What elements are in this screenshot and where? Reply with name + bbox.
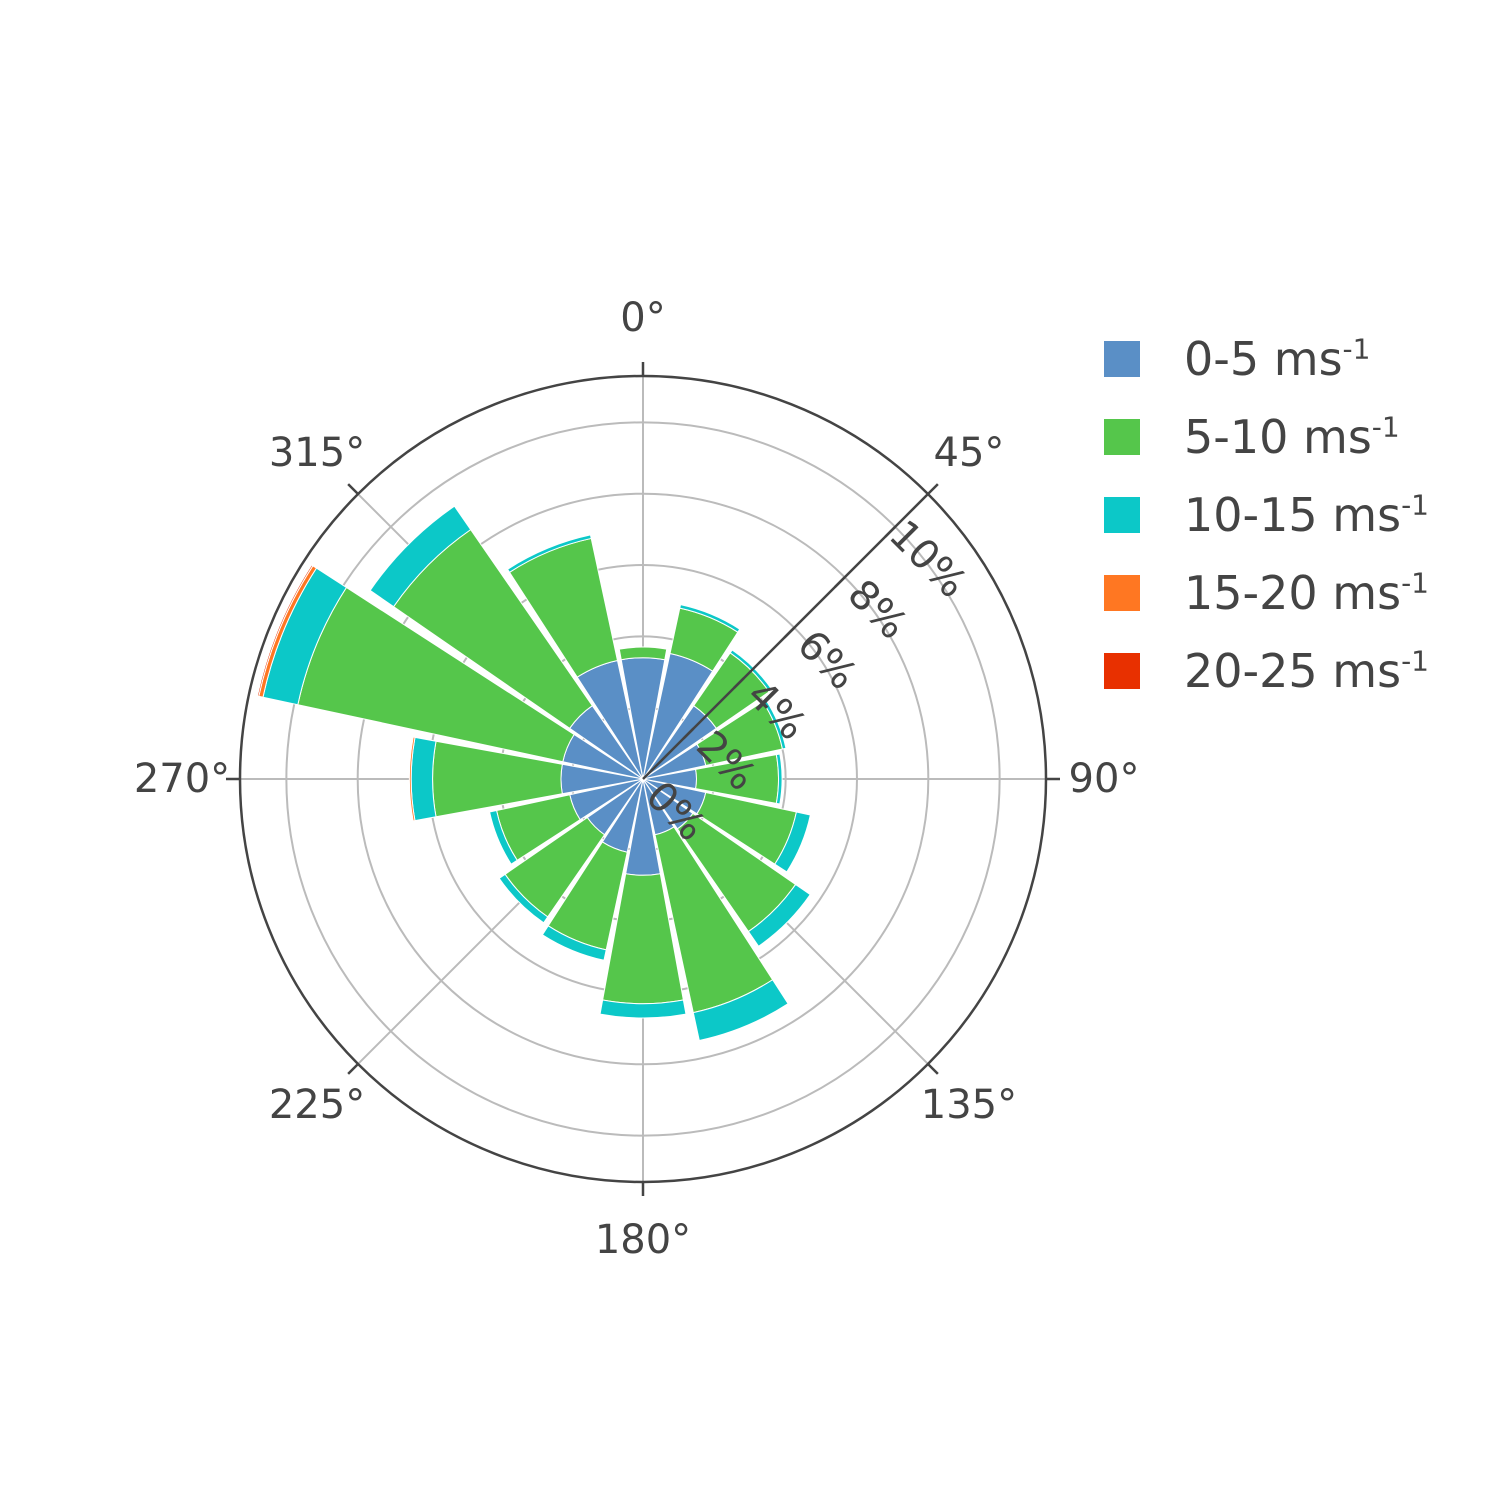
legend-swatch-10-15 — [1104, 497, 1140, 533]
bar-segment[interactable] — [506, 534, 592, 573]
legend-swatch-15-20 — [1104, 575, 1140, 611]
bar-segment[interactable] — [256, 564, 314, 697]
legend-unit-exponent: -1 — [1401, 566, 1429, 600]
bar-segment[interactable] — [775, 753, 783, 805]
legend-swatch-5-10 — [1104, 419, 1140, 455]
angular-tick-label: 270° — [134, 756, 230, 802]
radial-tick — [884, 525, 897, 538]
bar-segment[interactable] — [747, 883, 811, 947]
legend: 0-5 ms-1 5-10 ms-1 10-15 ms-1 15-20 ms-1… — [1104, 320, 1429, 710]
legend-item-20-25[interactable]: 20-25 ms-1 — [1104, 632, 1429, 710]
legend-unit-exponent: -1 — [1401, 644, 1429, 678]
bar-segment[interactable] — [762, 698, 787, 750]
legend-label-15-20: 15-20 ms — [1184, 566, 1402, 620]
angular-tick-label: 135° — [921, 1082, 1017, 1128]
legend-unit-exponent: -1 — [1342, 332, 1371, 366]
angular-tick — [347, 1063, 359, 1075]
legend-label-20-25: 20-25 ms — [1184, 644, 1402, 698]
bar-segment[interactable] — [692, 979, 789, 1042]
bar-segment[interactable] — [729, 649, 773, 693]
bar-segment[interactable] — [599, 999, 687, 1019]
legend-swatch-20-25 — [1104, 653, 1140, 689]
legend-label-10-15: 10-15 ms — [1184, 488, 1402, 542]
bar-segment[interactable] — [408, 736, 416, 822]
radial-tick — [733, 677, 745, 689]
bar-segment[interactable] — [618, 646, 668, 661]
radial-tick — [682, 727, 695, 740]
angular-tick-label: 90° — [1069, 756, 1140, 802]
bar-segment[interactable] — [498, 873, 549, 924]
angular-tick — [927, 1063, 939, 1075]
bar-segment[interactable] — [410, 736, 437, 822]
angular-tick-label: 225° — [269, 1082, 365, 1128]
wind-bars — [256, 505, 811, 1042]
angular-tick — [927, 483, 939, 495]
legend-item-15-20[interactable]: 15-20 ms-1 — [1104, 554, 1429, 632]
bar-segment[interactable] — [774, 811, 811, 873]
angular-tick-label: 315° — [269, 430, 365, 476]
bar-segment[interactable] — [541, 925, 607, 961]
legend-label-0-5: 0-5 ms — [1184, 332, 1343, 386]
bar-segment[interactable] — [679, 604, 741, 633]
legend-label-5-10: 5-10 ms — [1184, 410, 1372, 464]
angular-tick-label: 45° — [934, 430, 1005, 476]
legend-unit-exponent: -1 — [1371, 410, 1400, 444]
legend-unit-exponent: -1 — [1401, 488, 1429, 522]
bar-segment[interactable] — [369, 505, 472, 608]
radial-tick — [783, 626, 796, 639]
angular-tick-label: 0° — [620, 295, 665, 341]
legend-item-0-5[interactable]: 0-5 ms-1 — [1104, 320, 1429, 398]
legend-swatch-0-5 — [1104, 341, 1140, 377]
angular-tick-label: 180° — [595, 1217, 691, 1263]
legend-item-5-10[interactable]: 5-10 ms-1 — [1104, 398, 1429, 476]
bar-segment[interactable] — [489, 809, 518, 865]
radial-tick — [833, 576, 846, 589]
legend-item-10-15[interactable]: 10-15 ms-1 — [1104, 476, 1429, 554]
angular-tick — [347, 483, 359, 495]
polar-axes: 0°45°90°135°180°225°270°315°0%2%4%6%8%10… — [134, 295, 1140, 1263]
